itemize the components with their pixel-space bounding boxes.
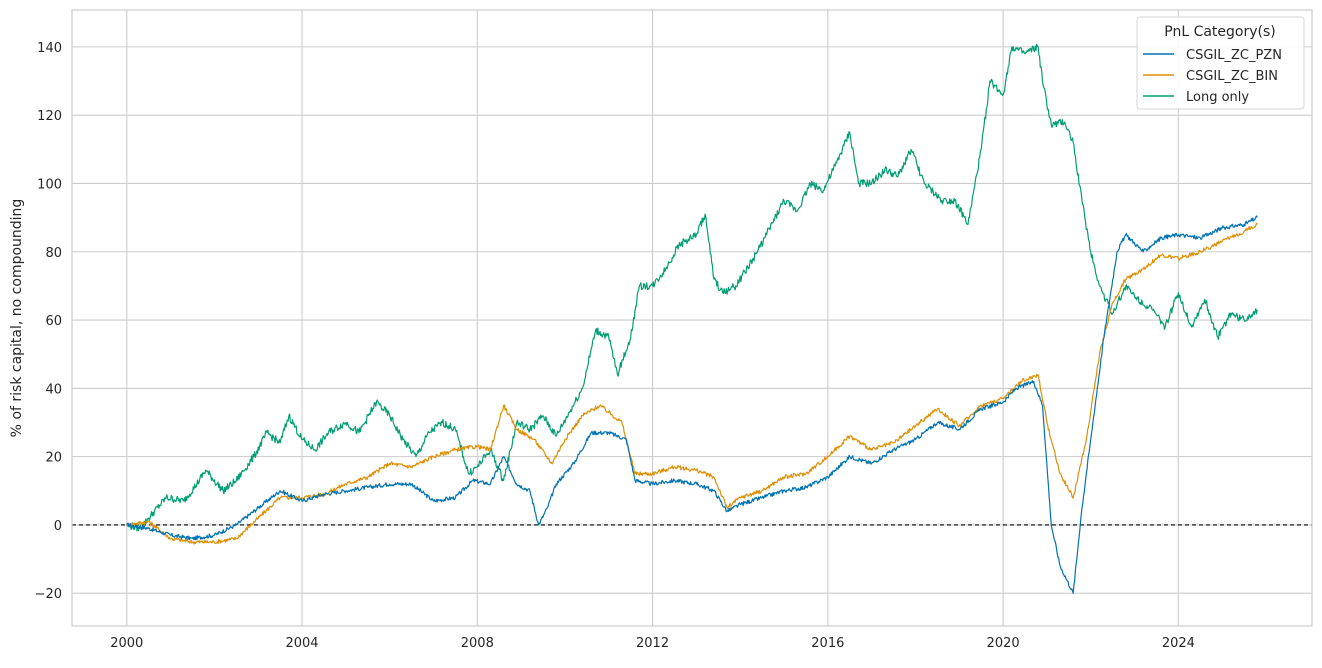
y-tick-label: 100 <box>37 177 62 192</box>
x-tick-label: 2000 <box>110 636 143 651</box>
series-lines <box>126 43 1258 594</box>
legend: PnL Category(s) CSGIL_ZC_PZN CSGIL_ZC_BIN… <box>1136 16 1305 110</box>
x-axis: 2000 2004 2008 2012 2016 2020 2024 <box>110 636 1195 651</box>
y-tick-label: 140 <box>37 41 62 56</box>
x-tick-label: 2024 <box>1162 636 1195 651</box>
x-tick-label: 2008 <box>461 636 494 651</box>
y-tick-label: 0 <box>54 519 62 534</box>
y-tick-label: 120 <box>37 109 62 124</box>
grid <box>72 10 1312 626</box>
y-tick-label: 20 <box>45 451 62 466</box>
series-line-long-only <box>126 43 1258 532</box>
series-line-csgil-zc-pzn <box>126 215 1258 594</box>
legend-label: Long only <box>1186 90 1249 105</box>
plot-frame <box>71 9 1313 627</box>
x-tick-label: 2012 <box>636 636 669 651</box>
series-line-csgil-zc-bin <box>126 222 1258 545</box>
y-tick-label: −20 <box>35 587 62 602</box>
x-tick-label: 2020 <box>987 636 1020 651</box>
legend-title: PnL Category(s) <box>1164 24 1276 40</box>
legend-box <box>1136 16 1305 110</box>
y-axis-label: % of risk capital, no compounding <box>9 199 25 438</box>
y-tick-label: 80 <box>45 246 62 261</box>
legend-label: CSGIL_ZC_BIN <box>1186 69 1278 84</box>
x-tick-label: 2016 <box>811 636 844 651</box>
legend-label: CSGIL_ZC_PZN <box>1186 48 1282 63</box>
x-tick-label: 2004 <box>285 636 318 651</box>
y-tick-label: 60 <box>45 314 62 329</box>
y-tick-label: 40 <box>45 382 62 397</box>
y-axis: −20 0 20 40 60 80 100 120 140 <box>35 41 62 602</box>
